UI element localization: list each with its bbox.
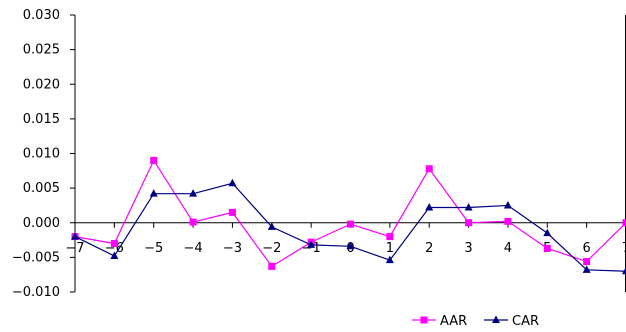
y-axis-ticks: 0.030 0.025 0.020 0.015 0.010 0.005 0.000 −0.00… — [12, 8, 75, 300]
data-point-triangle — [189, 189, 198, 197]
data-point-triangle — [346, 241, 355, 250]
data-point-square — [425, 165, 433, 173]
x-tick-label: 2 — [425, 241, 433, 256]
y-tick-label: 0.020 — [23, 77, 60, 92]
x-tick-label: 7 — [622, 241, 626, 256]
y-tick-label: 0.010 — [23, 147, 60, 162]
x-tick-label: −3 — [223, 241, 242, 256]
legend-marker-triangle — [492, 315, 500, 323]
data-point-square — [150, 156, 158, 164]
y-tick-label: 0.000 — [23, 216, 60, 231]
data-point-square — [386, 233, 394, 241]
y-tick-label: 0.030 — [23, 8, 60, 23]
data-point-triangle — [307, 240, 316, 248]
data-point-square — [465, 219, 473, 227]
x-tick-label: −7 — [65, 241, 84, 256]
y-tick-label: 0.025 — [23, 43, 60, 58]
data-point-triangle — [622, 266, 626, 275]
y-tick-label: 0.005 — [23, 181, 60, 196]
data-point-triangle — [385, 255, 394, 264]
data-point-triangle — [110, 251, 119, 259]
y-tick-label: −0.005 — [12, 250, 60, 265]
data-point-square — [110, 240, 118, 248]
data-point-triangle — [228, 178, 237, 187]
data-point-triangle — [149, 189, 158, 197]
x-tick-label: −4 — [183, 241, 202, 256]
data-point-square — [189, 218, 197, 226]
data-point-triangle — [464, 203, 473, 211]
series-car — [71, 178, 626, 275]
data-point-square — [622, 219, 626, 227]
legend-label: AAR — [440, 314, 467, 329]
legend-item: CAR — [484, 314, 539, 329]
data-point-square — [583, 258, 591, 266]
data-point-square — [228, 208, 236, 216]
data-point-square — [268, 262, 276, 270]
legend-marker-square — [420, 316, 428, 324]
x-tick-label: −2 — [262, 241, 281, 256]
data-point-square — [347, 220, 354, 228]
data-point-square — [504, 217, 512, 225]
legend-item: AAR — [412, 314, 467, 329]
x-tick-label: 1 — [386, 241, 394, 256]
legend-label: CAR — [512, 314, 539, 329]
y-tick-label: −0.010 — [12, 285, 60, 300]
data-point-triangle — [582, 265, 591, 273]
x-tick-label: −6 — [105, 241, 124, 256]
legend: AAR CAR — [412, 314, 539, 329]
data-point-triangle — [503, 200, 512, 209]
x-tick-label: −5 — [144, 241, 163, 256]
x-tick-label: 6 — [583, 241, 591, 256]
data-point-triangle — [71, 232, 79, 240]
x-axis-ticks: −7−6−5−4−3−2−101234567 — [65, 222, 626, 256]
data-point-triangle — [425, 203, 434, 211]
data-point-triangle — [543, 228, 552, 237]
y-tick-label: 0.015 — [23, 112, 60, 127]
data-point-triangle — [267, 222, 276, 230]
x-tick-label: 4 — [504, 241, 512, 256]
x-tick-label: 3 — [464, 241, 472, 256]
series-layer — [71, 156, 626, 275]
data-point-square — [543, 244, 551, 252]
